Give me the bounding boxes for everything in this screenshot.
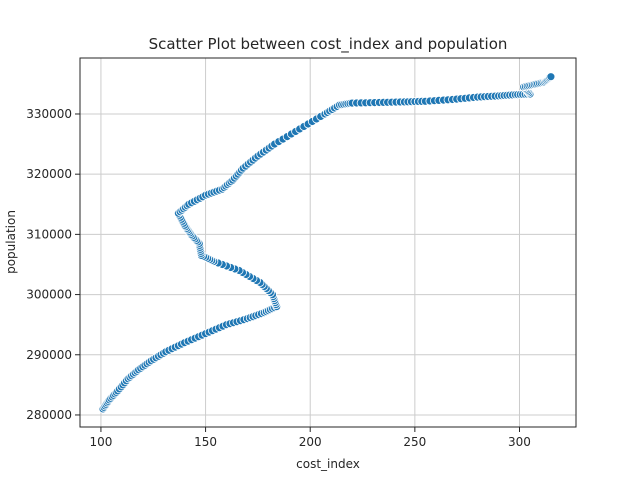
x-axis-ticks: 100 150 200 250 300 xyxy=(89,427,531,449)
y-tick-label: 280000 xyxy=(26,408,72,422)
chart-title: Scatter Plot between cost_index and popu… xyxy=(149,35,508,54)
x-tick-label: 150 xyxy=(194,435,217,449)
x-tick-label: 250 xyxy=(403,435,426,449)
y-axis-label: population xyxy=(4,210,18,274)
x-tick-label: 100 xyxy=(89,435,112,449)
y-tick-label: 310000 xyxy=(26,227,72,241)
x-axis-label: cost_index xyxy=(296,457,360,471)
y-tick-label: 330000 xyxy=(26,107,72,121)
y-tick-label: 290000 xyxy=(26,348,72,362)
y-tick-label: 300000 xyxy=(26,288,72,302)
y-axis-ticks: 280000 290000 300000 310000 320000 330000 xyxy=(26,107,80,422)
x-tick-label: 300 xyxy=(508,435,531,449)
data-point xyxy=(546,72,556,82)
data-points xyxy=(98,72,556,414)
plot-frame xyxy=(79,57,577,428)
y-tick-label: 320000 xyxy=(26,167,72,181)
x-tick-label: 200 xyxy=(299,435,322,449)
